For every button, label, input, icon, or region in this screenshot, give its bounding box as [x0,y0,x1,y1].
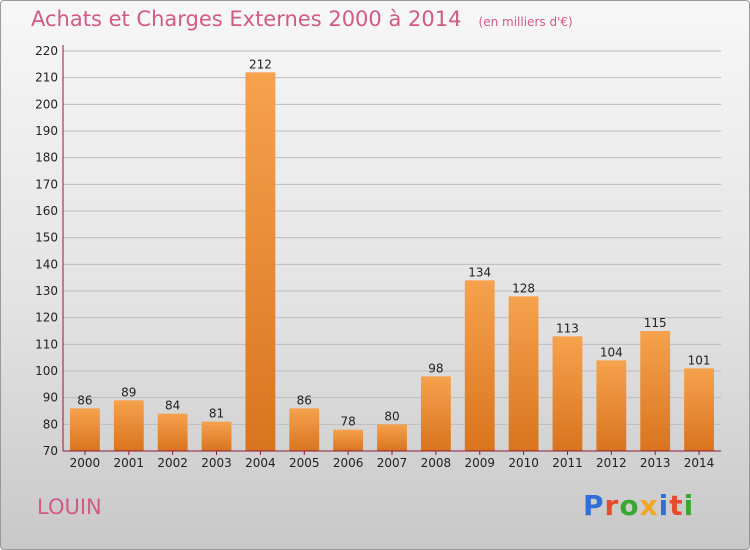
commune-name: LOUIN [37,495,102,519]
y-tick-label: 70 [43,444,58,458]
chart-unit: (en milliers d'€) [478,15,573,29]
x-tick-label: 2001 [114,456,145,470]
bar-2003 [201,421,232,451]
chart-title-row: Achats et Charges Externes 2000 à 2014 (… [31,7,573,31]
y-tick-label: 160 [35,204,58,218]
value-label: 81 [209,407,224,421]
bar-2005 [289,408,320,451]
x-tick-label: 2002 [157,456,188,470]
y-tick-label: 210 [35,71,58,85]
x-tick-label: 2014 [684,456,715,470]
logo-letter: t [669,489,684,522]
x-tick-label: 2000 [70,456,101,470]
bar-2002 [157,413,188,451]
labels: 7080901001101201301401501601701801902002… [35,44,714,470]
x-tick-label: 2004 [245,456,276,470]
bar-2010 [508,296,539,451]
proxiti-logo: Proxiti [583,489,694,522]
y-tick-label: 140 [35,257,58,271]
x-tick-label: 2007 [377,456,408,470]
y-tick-label: 90 [43,391,58,405]
y-tick-label: 100 [35,364,58,378]
value-label: 86 [77,393,92,407]
x-tick-label: 2012 [596,456,627,470]
value-label: 89 [121,385,136,399]
x-tick-label: 2008 [421,456,452,470]
value-label: 98 [428,361,443,375]
logo-letter: r [604,489,620,522]
value-label: 113 [556,321,579,335]
value-label: 84 [165,399,180,413]
value-label: 78 [340,415,355,429]
value-label: 128 [512,281,535,295]
logo-letter: x [639,489,659,522]
y-tick-label: 190 [35,124,58,138]
x-tick-label: 2003 [201,456,232,470]
axes [62,45,721,455]
value-label: 115 [644,316,667,330]
x-tick-label: 2006 [333,456,364,470]
y-tick-label: 120 [35,311,58,325]
x-tick-label: 2009 [464,456,495,470]
bar-2004 [245,72,276,451]
logo-letter: o [619,489,640,522]
bars [70,72,714,451]
y-tick-label: 170 [35,177,58,191]
value-label: 104 [600,345,623,359]
chart-title: Achats et Charges Externes 2000 à 2014 [31,7,462,31]
value-label: 86 [297,393,312,407]
bar-2013 [640,331,671,451]
bar-2007 [377,424,407,451]
x-tick-label: 2013 [640,456,671,470]
logo-letter: i [658,489,670,522]
bar-2011 [552,336,583,451]
x-tick-label: 2005 [289,456,320,470]
y-tick-label: 180 [35,151,58,165]
y-tick-label: 200 [35,97,58,111]
y-tick-label: 130 [35,284,58,298]
bar-2012 [596,360,627,451]
y-tick-label: 80 [43,417,58,431]
bar-2009 [464,280,495,451]
bar-2006 [333,429,364,451]
x-tick-label: 2010 [508,456,539,470]
bar-2001 [113,400,144,451]
bar-2014 [684,368,714,451]
bar-2008 [420,376,451,451]
y-tick-label: 150 [35,231,58,245]
x-tick-label: 2011 [552,456,583,470]
logo-letter: P [583,489,605,522]
value-label: 212 [249,57,272,71]
bar-2000 [70,408,100,451]
value-label: 101 [688,353,711,367]
value-label: 80 [384,409,399,423]
value-label: 134 [468,265,491,279]
y-tick-label: 220 [35,44,58,58]
y-tick-label: 110 [35,337,58,351]
logo-letter: i [683,489,695,522]
